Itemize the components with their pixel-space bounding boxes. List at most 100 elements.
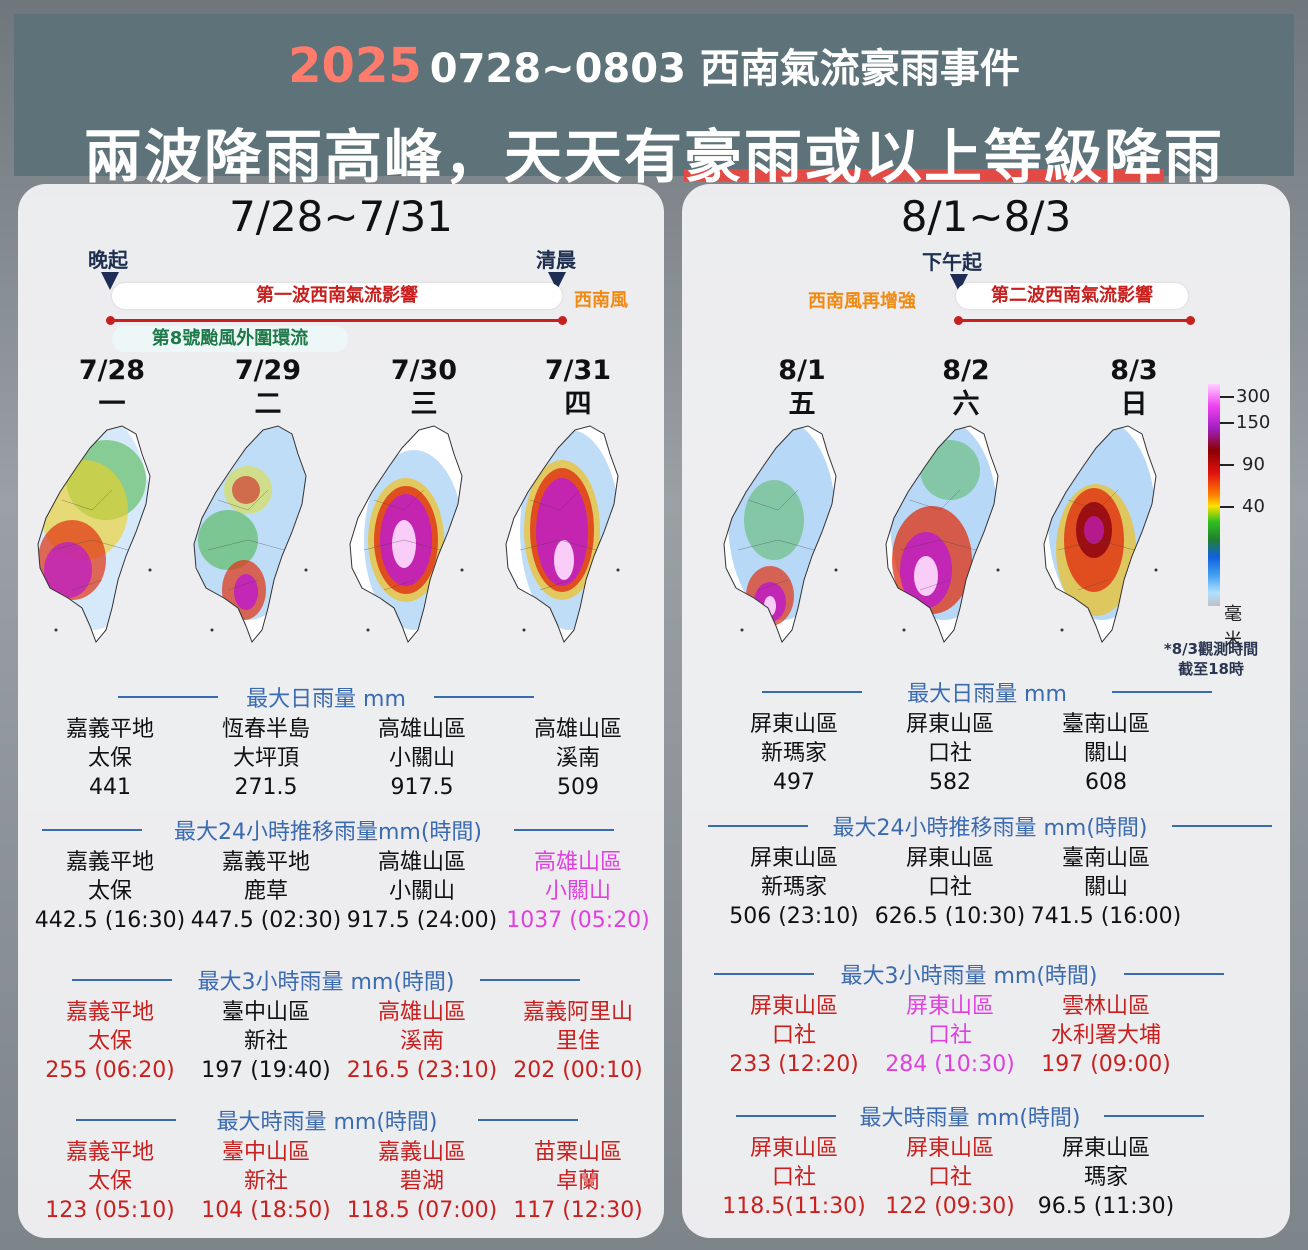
duration-start-dot: [106, 316, 115, 325]
wind-label: 西南風再增強: [808, 291, 916, 312]
station-name: 溪南: [555, 746, 600, 771]
rain-value: 216.5 (23:10): [346, 1058, 498, 1083]
rain-value: 271.5: [234, 775, 298, 800]
day-weekday: 四: [564, 389, 592, 420]
legend-tick: 40: [1242, 496, 1265, 517]
rain-value: 917.5: [390, 775, 454, 800]
station-record: 高雄山區 小關山 917.5 (24:00): [342, 848, 502, 935]
region-name: 嘉義平地: [65, 1000, 154, 1025]
station-name: 碧湖: [399, 1169, 444, 1194]
rain-value: 626.5 (10:30): [874, 904, 1026, 929]
station-record: 嘉義平地 太保 255 (06:20): [30, 998, 190, 1085]
rain-value: 608: [1085, 770, 1127, 795]
heading-rule-left: [708, 825, 808, 827]
region-name: 高雄山區: [533, 717, 622, 742]
rain-map-0731: [500, 420, 628, 660]
station-record: 屏東山區 口社 284 (10:30): [870, 992, 1030, 1079]
day-date: 7/31: [544, 355, 612, 386]
station-name: 太保: [87, 1029, 132, 1054]
day-header: 7/28 一: [52, 354, 172, 422]
rain-value: 442.5 (16:30): [34, 908, 186, 933]
section-title: 最大日雨量 mm: [907, 682, 1067, 707]
rain-value: 118.5 (07:00): [346, 1198, 498, 1223]
region-name: 嘉義平地: [65, 850, 154, 875]
heading-rule-right: [434, 696, 534, 698]
station-name: 新社: [243, 1169, 288, 1194]
legend-tick: 300: [1236, 386, 1271, 407]
region-name: 臺中山區: [221, 1140, 310, 1165]
station-record: 屏東山區 新瑪家 506 (23:10): [714, 844, 874, 931]
station-record: 嘉義平地 鹿草 447.5 (02:30): [186, 848, 346, 935]
rain-value: 197 (19:40): [201, 1058, 331, 1083]
section-title: 最大3小時雨量 mm(時間): [197, 970, 455, 995]
region-name: 嘉義山區: [377, 1140, 466, 1165]
region-name: 屏東山區: [905, 994, 994, 1019]
region-name: 嘉義平地: [65, 717, 154, 742]
station-name: 小關山: [544, 879, 611, 904]
rain-value: 497: [773, 770, 815, 795]
rain-map-0728: [32, 420, 160, 660]
station-record: 臺南山區 關山 608: [1026, 710, 1186, 797]
rain-map-0803: [1038, 420, 1166, 660]
taiwan-map-icon: [1043, 425, 1158, 643]
heading-rule-left: [72, 979, 172, 981]
region-name: 屏東山區: [749, 712, 838, 737]
day-header: 8/2 六: [906, 354, 1026, 422]
region-name: 嘉義平地: [221, 850, 310, 875]
rain-value: 447.5 (02:30): [190, 908, 342, 933]
day-header: 7/30 三: [364, 354, 484, 422]
legend-unit: 毫米: [1224, 604, 1242, 651]
section-title: 最大時雨量 mm(時間): [859, 1106, 1081, 1131]
station-record: 恆春半島 大坪頂 271.5: [186, 715, 346, 802]
stat-section-heading: 最大3小時雨量 mm(時間): [714, 958, 1224, 989]
station-record: 高雄山區 小關山 1037 (05:20): [498, 848, 658, 935]
heading-rule-right: [480, 979, 580, 981]
region-name: 恆春半島: [221, 717, 310, 742]
station-record: 屏東山區 口社 233 (12:20): [714, 992, 874, 1079]
day-header: 8/1 五: [742, 354, 862, 422]
taiwan-map-icon: [885, 425, 1000, 643]
region-name: 雲林山區: [1061, 994, 1150, 1019]
rain-value: 255 (06:20): [45, 1058, 175, 1083]
start-label: 下午起: [922, 250, 982, 274]
rain-value: 118.5(11:30): [722, 1194, 866, 1219]
taiwan-map-icon: [349, 425, 464, 643]
panel-second-wave: 8/1~8/3 下午起 西南風再增強 第二波西南氣流影響 8/1 五 8/2 六 8…: [682, 184, 1290, 1238]
day-date: 7/29: [234, 355, 302, 386]
station-name: 大坪頂: [232, 746, 299, 771]
station-name: 瑪家: [1083, 1165, 1128, 1190]
heading-rule-left: [76, 1119, 176, 1121]
station-record: 臺中山區 新社 197 (19:40): [186, 998, 346, 1085]
station-name: 卓蘭: [555, 1169, 600, 1194]
day-header: 8/3 日: [1074, 354, 1194, 422]
legend-tick-mark: [1220, 422, 1234, 424]
station-record: 嘉義平地 太保 441: [30, 715, 190, 802]
start-label: 晚起: [88, 248, 128, 272]
station-record: 嘉義平地 太保 123 (05:10): [30, 1138, 190, 1225]
station-name: 溪南: [399, 1029, 444, 1054]
region-name: 屏東山區: [905, 846, 994, 871]
station-name: 關山: [1083, 741, 1128, 766]
station-name: 新社: [243, 1029, 288, 1054]
heading-rule-right: [1172, 825, 1272, 827]
duration-end-dot: [558, 316, 567, 325]
legend-tick-mark: [1220, 464, 1234, 466]
rain-value: 104 (18:50): [201, 1198, 331, 1223]
taiwan-map-icon: [505, 425, 620, 643]
heading-rule-right: [1104, 1115, 1204, 1117]
heading-rule-left: [118, 696, 218, 698]
section-title: 最大24小時推移雨量 mm(時間): [832, 816, 1148, 841]
duration-line: [958, 319, 1190, 322]
station-record: 屏東山區 口社 118.5(11:30): [714, 1134, 874, 1221]
rain-value: 582: [929, 770, 971, 795]
rain-value: 122 (09:30): [885, 1194, 1015, 1219]
stat-section-heading: 最大24小時推移雨量mm(時間): [42, 814, 614, 845]
region-name: 屏東山區: [1061, 1136, 1150, 1161]
stat-section-heading: 最大日雨量 mm: [118, 681, 534, 712]
rain-map-0801: [718, 420, 846, 660]
region-name: 屏東山區: [749, 846, 838, 871]
stat-section-heading: 最大24小時推移雨量 mm(時間): [708, 810, 1272, 841]
station-record: 高雄山區 溪南 509: [498, 715, 658, 802]
region-name: 屏東山區: [749, 1136, 838, 1161]
station-record: 高雄山區 溪南 216.5 (23:10): [342, 998, 502, 1085]
